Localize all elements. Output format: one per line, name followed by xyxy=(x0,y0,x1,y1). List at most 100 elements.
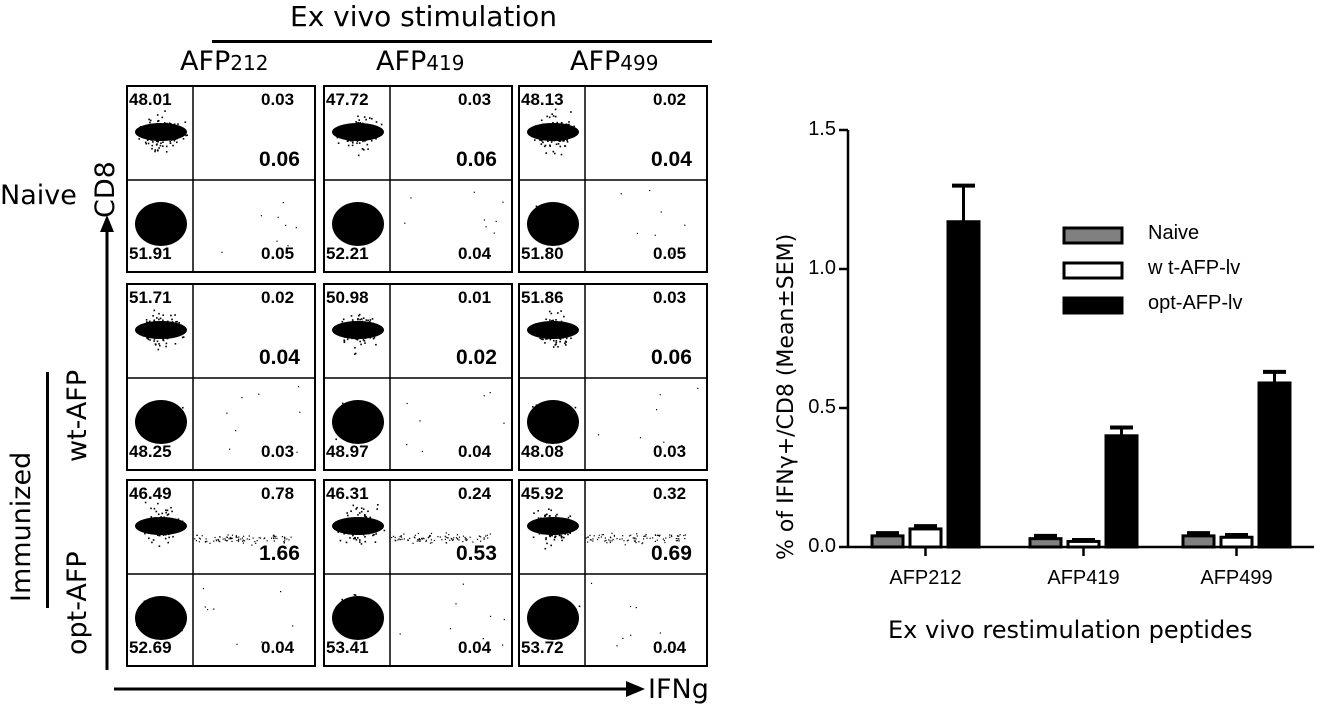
facs-dot-cloud xyxy=(332,313,505,455)
bar xyxy=(946,220,981,549)
y-tick-label: 1.0 xyxy=(808,257,836,279)
facs-lower-population xyxy=(332,596,384,640)
facs-plot-box xyxy=(518,85,708,273)
facs-lower-population xyxy=(332,400,384,444)
y-tick-label: 0.0 xyxy=(808,535,836,557)
facs-upper-population xyxy=(527,517,579,535)
facs-gated-percent: 0.69 xyxy=(651,542,692,565)
x-tick-label: AFP419 xyxy=(1047,567,1120,589)
legend-label: Naive xyxy=(1148,222,1200,244)
legend-swatch xyxy=(1062,226,1124,245)
facs-upper-right-percent: 0.03 xyxy=(653,288,687,307)
facs-dot-cloud xyxy=(332,504,505,646)
facs-lower-left-percent: 48.08 xyxy=(521,442,564,461)
facs-dot-cloud xyxy=(332,115,504,246)
facs-lower-population xyxy=(135,400,187,444)
facs-lower-left-percent: 53.41 xyxy=(326,638,369,657)
legend-swatch xyxy=(1062,261,1124,280)
facs-dot-cloud xyxy=(135,110,297,253)
facs-plot-box xyxy=(323,283,513,471)
facs-plot-box xyxy=(323,85,513,273)
facs-lower-left-percent: 51.91 xyxy=(129,244,172,263)
facs-plot-box xyxy=(126,283,316,471)
facs-upper-left-percent: 46.31 xyxy=(326,484,369,503)
facs-upper-right-percent: 0.78 xyxy=(261,484,295,503)
stimulation-header: Ex vivo stimulation xyxy=(290,0,558,33)
facs-plot-box xyxy=(518,283,708,471)
facs-lower-left-percent: 52.21 xyxy=(326,244,369,263)
facs-lower-population xyxy=(527,400,579,444)
facs-upper-right-percent: 0.03 xyxy=(261,90,295,109)
facs-upper-right-percent: 0.02 xyxy=(261,288,295,307)
chart-ylabel: % of IFNγ+/CD8 (Mean±SEM) xyxy=(774,233,799,560)
bar xyxy=(870,534,905,549)
facs-upper-population xyxy=(332,123,384,141)
facs-upper-left-percent: 47.72 xyxy=(326,90,369,109)
facs-upper-right-percent: 0.01 xyxy=(458,288,492,307)
facs-gated-percent: 0.06 xyxy=(456,148,497,171)
facs-upper-population xyxy=(332,321,384,339)
facs-upper-population xyxy=(332,517,384,535)
facs-upper-population xyxy=(135,517,187,535)
facs-upper-right-percent: 0.02 xyxy=(653,90,687,109)
column-header-afp212: AFP212 xyxy=(180,46,269,77)
facs-upper-left-percent: 46.49 xyxy=(129,484,172,503)
x-axis-arrowhead xyxy=(626,681,645,697)
facs-upper-left-percent: 50.98 xyxy=(326,288,369,307)
y-tick-label: 0.5 xyxy=(808,396,836,418)
facs-dot-cloud xyxy=(527,310,699,449)
facs-lower-right-percent: 0.05 xyxy=(261,244,295,263)
facs-plot-box xyxy=(126,85,316,273)
legend-label: opt-AFP-lv xyxy=(1148,292,1243,314)
bar xyxy=(908,527,943,549)
y-tick-label: 1.5 xyxy=(808,118,836,140)
facs-gated-percent: 0.02 xyxy=(456,346,497,369)
facs-upper-population xyxy=(527,321,579,339)
facs-upper-right-percent: 0.32 xyxy=(653,484,687,503)
x-axis-label-ifng: IFNg xyxy=(648,674,709,705)
facs-lower-population xyxy=(527,596,579,640)
facs-lower-left-percent: 52.69 xyxy=(129,638,172,657)
facs-gated-percent: 0.04 xyxy=(259,346,300,369)
legend-swatch xyxy=(1062,296,1124,315)
facs-dot-cloud xyxy=(527,108,686,257)
facs-lower-left-percent: 48.25 xyxy=(129,442,172,461)
facs-lower-population xyxy=(527,202,579,246)
row-label-naive: Naive xyxy=(0,180,77,211)
facs-upper-left-percent: 51.86 xyxy=(521,288,564,307)
facs-upper-population xyxy=(135,321,187,339)
facs-lower-left-percent: 51.80 xyxy=(521,244,564,263)
facs-lower-right-percent: 0.04 xyxy=(653,638,687,657)
stimulation-header-underline xyxy=(212,40,712,43)
x-tick-label: AFP499 xyxy=(1200,567,1273,589)
facs-gated-percent: 0.04 xyxy=(651,148,692,171)
facs-lower-left-percent: 53.72 xyxy=(521,638,564,657)
facs-plot-box xyxy=(518,479,708,667)
facs-upper-right-percent: 0.24 xyxy=(458,484,492,503)
y-axis-arrowhead xyxy=(100,215,114,232)
bar xyxy=(1181,534,1216,549)
facs-upper-left-percent: 48.01 xyxy=(129,90,172,109)
immunized-separator xyxy=(46,372,49,608)
bar xyxy=(1066,539,1101,549)
facs-lower-right-percent: 0.04 xyxy=(458,244,492,263)
facs-dot-cloud xyxy=(527,508,686,651)
column-header-afp419: AFP419 xyxy=(376,46,465,77)
facs-lower-population xyxy=(332,202,384,246)
facs-lower-population xyxy=(135,596,187,640)
bar xyxy=(1257,381,1292,549)
facs-lower-right-percent: 0.03 xyxy=(653,442,687,461)
facs-lower-right-percent: 0.04 xyxy=(261,638,295,657)
facs-lower-right-percent: 0.05 xyxy=(653,244,687,263)
facs-lower-right-percent: 0.03 xyxy=(261,442,295,461)
facs-upper-left-percent: 48.13 xyxy=(521,90,564,109)
facs-upper-left-percent: 51.71 xyxy=(129,288,172,307)
facs-lower-right-percent: 0.04 xyxy=(458,442,492,461)
facs-lower-population xyxy=(135,202,187,246)
facs-plot-box xyxy=(126,479,316,667)
facs-upper-population xyxy=(527,123,579,141)
bar xyxy=(1104,434,1139,549)
facs-upper-right-percent: 0.03 xyxy=(458,90,492,109)
